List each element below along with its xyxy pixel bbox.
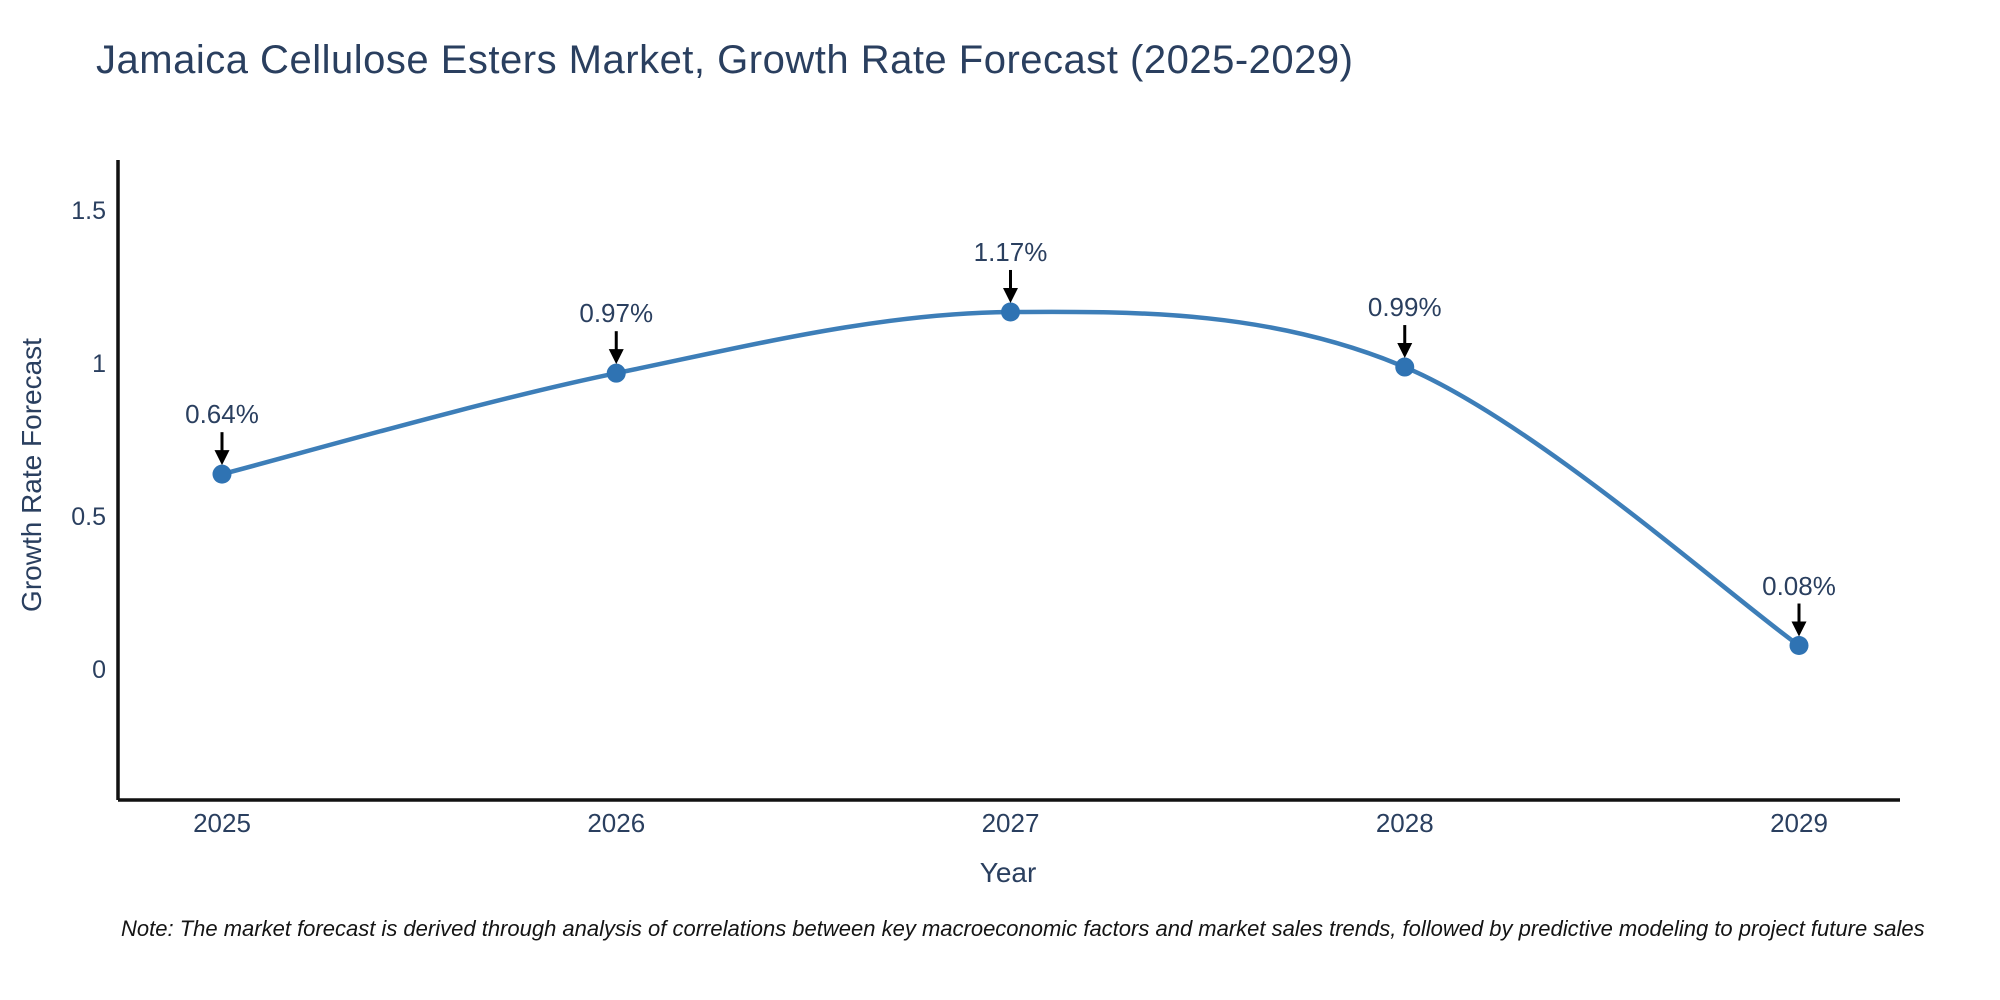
data-point-label: 0.64% — [185, 399, 259, 430]
x-axis-title: Year — [979, 857, 1037, 888]
y-tick-label: 1 — [92, 350, 106, 378]
data-point-marker — [606, 363, 626, 383]
annotation-arrow-head — [1791, 621, 1807, 637]
data-point-marker — [1001, 302, 1020, 322]
data-point-label: 0.99% — [1367, 292, 1442, 323]
data-point-label: 1.17% — [973, 236, 1048, 267]
y-axis-title: Growth Rate Forecast — [16, 338, 47, 612]
forecast-line — [219, 309, 1802, 648]
data-point-marker — [1789, 636, 1809, 656]
x-tick-label: 2028 — [1375, 808, 1434, 838]
data-point-marker — [212, 464, 232, 484]
y-tick-label: 0 — [92, 656, 106, 684]
x-tick-label: 2025 — [193, 808, 251, 838]
y-tick-label: 0.5 — [71, 503, 106, 531]
annotation-arrow-head — [608, 349, 624, 365]
x-tick-label: 2029 — [1770, 808, 1828, 838]
x-tick-label: 2026 — [587, 808, 646, 838]
footnote: Note: The market forecast is derived thr… — [121, 916, 1925, 941]
y-tick-label: 1.5 — [71, 197, 106, 225]
data-point-label: 0.08% — [1762, 570, 1836, 601]
annotation-arrow-head — [1397, 343, 1413, 359]
data-point-label: 0.97% — [579, 298, 654, 329]
data-point-marker — [1395, 357, 1415, 377]
x-tick-label: 2027 — [981, 808, 1040, 838]
chart-title: Jamaica Cellulose Esters Market, Growth … — [96, 38, 1354, 82]
annotation-arrow-head — [1003, 287, 1018, 303]
annotation-arrow-head — [214, 450, 230, 466]
